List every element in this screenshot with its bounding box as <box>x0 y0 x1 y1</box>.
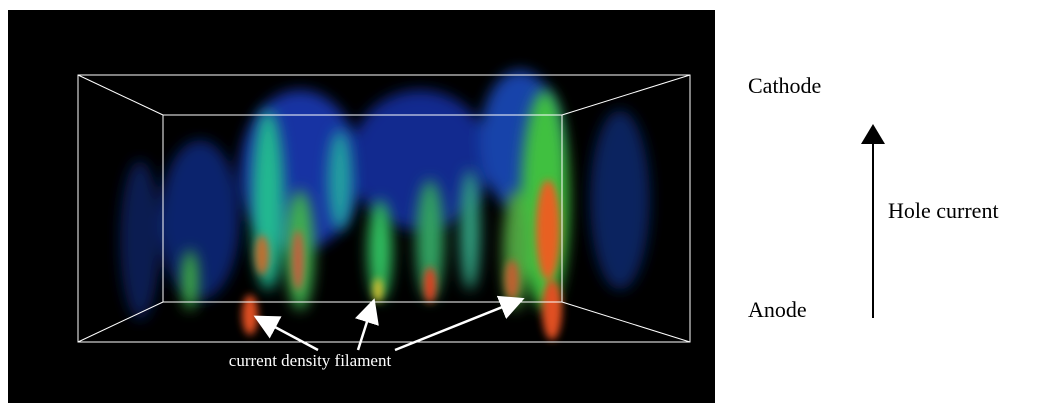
caption: current density filament <box>229 351 392 370</box>
current-label: Hole current <box>888 198 999 223</box>
figure: current density filament Cathode Hole cu… <box>0 0 1054 403</box>
cathode-label: Cathode <box>748 73 821 98</box>
anode-label: Anode <box>748 297 807 322</box>
